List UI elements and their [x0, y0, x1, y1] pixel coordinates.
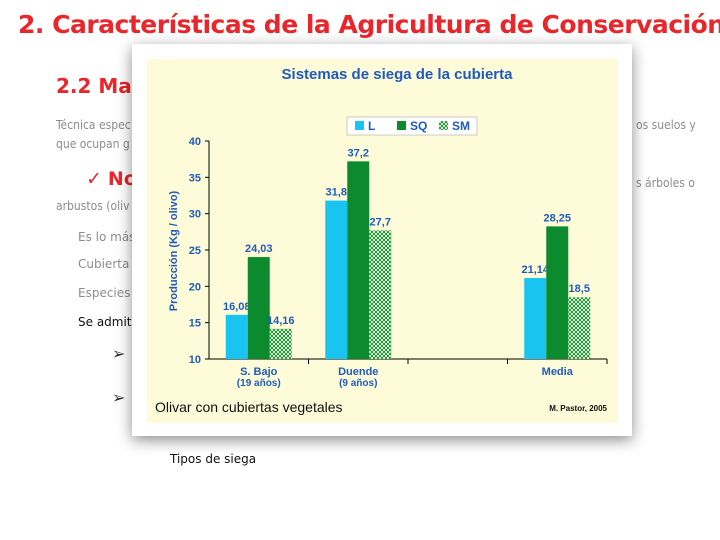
bar-chart: Sistemas de siega de la cubierta L SQ SM P…: [155, 66, 608, 415]
sub-item-tipos-de-siega: Tipos de siega: [170, 452, 257, 466]
arrow-bullet-icon: ➢: [112, 390, 126, 407]
x-tick-label: Media: [542, 366, 574, 378]
data-label: 21,14: [521, 264, 549, 276]
list-item: Es lo más: [78, 230, 136, 244]
legend-label: L: [368, 119, 375, 133]
legend-label: SQ: [410, 119, 427, 133]
chart-title: Sistemas de siega de la cubierta: [282, 66, 514, 83]
list-item: Se admite: [78, 315, 139, 329]
paragraph-line-2: que ocupan g: [56, 137, 130, 151]
slide-title: 2. Características de la Agricultura de …: [18, 10, 720, 39]
chart-legend: L SQ SM: [346, 116, 478, 136]
bar-sq: [247, 257, 270, 359]
x-tick-label: Duende: [338, 366, 378, 378]
y-tick-label: 10: [189, 354, 201, 366]
list-item: Especies c: [78, 286, 141, 300]
legend-label: SM: [452, 119, 470, 133]
paragraph-line-1-tail: os suelos y: [636, 118, 696, 132]
data-label: 28,25: [543, 212, 571, 224]
bar-l: [524, 278, 547, 359]
legend-swatch: [355, 121, 364, 130]
bullet-line-2: arbustos (oliv: [56, 199, 130, 213]
bar-sm: [568, 297, 591, 359]
data-label: 16,08: [223, 301, 251, 313]
data-label: 24,03: [245, 243, 273, 255]
arrow-bullet-icon: ➢: [112, 346, 126, 363]
section-title: 2.2 Ma: [56, 74, 132, 98]
data-label: 18,5: [569, 283, 590, 295]
x-tick-sublabel: (19 años): [237, 378, 281, 389]
bar-l: [225, 314, 248, 359]
chart-card: Sistemas de siega de la cubierta L SQ SM P…: [132, 44, 632, 436]
paragraph-line-1: Técnica espec: [56, 118, 131, 132]
data-label: 31,8: [326, 187, 347, 199]
y-tick-label: 20: [189, 281, 201, 293]
y-tick-label: 30: [189, 209, 201, 221]
data-label: 27,7: [370, 216, 391, 228]
list-item: Cubierta v: [78, 257, 141, 271]
legend-swatch: [397, 121, 406, 130]
y-axis-label: Producción (Kg / olivo): [168, 190, 180, 311]
x-tick-sublabel: (9 años): [339, 378, 377, 389]
y-tick-label: 25: [189, 245, 201, 257]
bullet-label: No: [107, 168, 137, 190]
chart-credit: M. Pastor, 2005: [549, 404, 607, 413]
y-tick-label: 35: [189, 172, 201, 184]
chart-panel: Sistemas de siega de la cubierta L SQ SM P…: [147, 59, 618, 423]
data-label: 37,2: [348, 147, 369, 159]
bar-sq: [546, 226, 569, 359]
data-label: 14,16: [267, 315, 295, 327]
legend-swatch: [439, 121, 448, 130]
check-icon: ✓: [86, 168, 102, 190]
bar-sq: [347, 161, 370, 359]
bullet-line-tail: s árboles o: [636, 176, 695, 190]
y-tick-label: 40: [189, 136, 201, 148]
bullet-heading: ✓ No: [86, 168, 137, 190]
bar-sm: [269, 328, 292, 359]
bar-l: [325, 200, 348, 359]
bar-sm: [369, 230, 392, 359]
chart-caption: Olivar con cubiertas vegetales: [155, 399, 343, 415]
x-tick-label: S. Bajo: [240, 366, 278, 378]
y-tick-label: 15: [189, 318, 201, 330]
